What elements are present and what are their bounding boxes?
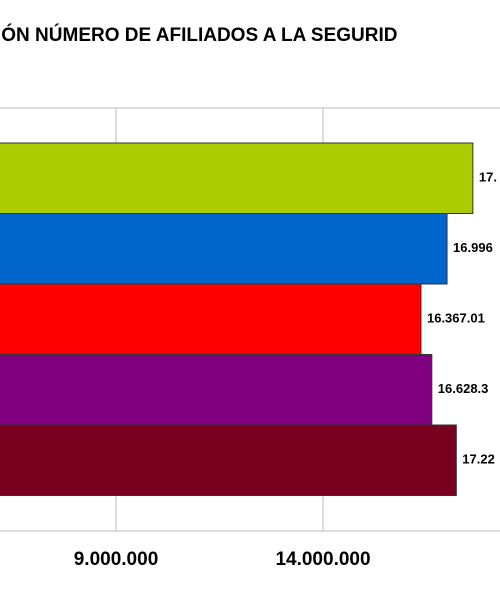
bar <box>0 142 474 214</box>
chart-title: IÓN NÚMERO DE AFILIADOS A LA SEGURID <box>0 24 397 46</box>
bar <box>0 424 457 496</box>
x-tick-label: 14.000.000 <box>275 549 370 570</box>
data-label: 17.22 <box>462 452 495 467</box>
data-label: 16.996 <box>453 240 493 255</box>
data-label: 17. <box>479 170 497 185</box>
bar <box>0 213 448 285</box>
data-label: 16.628.3 <box>438 381 489 396</box>
bar <box>0 283 422 355</box>
x-tick-label: 9.000.000 <box>74 549 159 570</box>
data-label: 16.367.01 <box>427 311 485 326</box>
bar <box>0 354 433 426</box>
